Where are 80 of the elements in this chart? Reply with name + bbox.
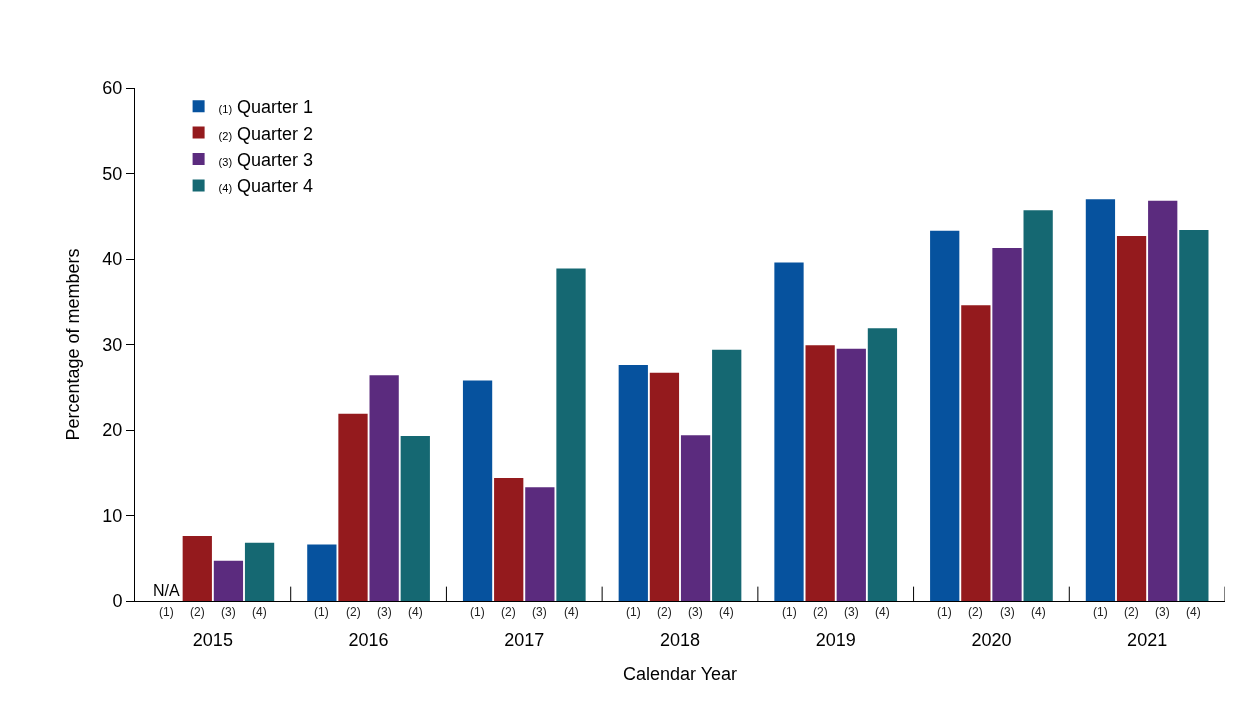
bar bbox=[680, 435, 711, 601]
annotation: N/A bbox=[153, 582, 180, 599]
bar bbox=[930, 230, 960, 601]
text: (4) bbox=[408, 605, 423, 619]
annotation: (4) bbox=[218, 182, 233, 195]
bar bbox=[618, 365, 648, 601]
bar bbox=[1116, 235, 1147, 601]
bar bbox=[712, 349, 742, 601]
x-tick-label: 2016 bbox=[348, 629, 389, 650]
bar bbox=[649, 372, 680, 601]
text: (2) bbox=[968, 605, 983, 619]
text: (4) bbox=[1186, 605, 1201, 619]
bar bbox=[1148, 200, 1178, 601]
text: (2) bbox=[657, 605, 672, 619]
bar bbox=[462, 380, 493, 601]
bar bbox=[836, 348, 866, 601]
annotation: (2) bbox=[218, 129, 233, 142]
text: (2) bbox=[346, 605, 361, 619]
y-tick-label: 60 bbox=[102, 78, 123, 99]
legend-label: Quarter 4 bbox=[237, 176, 314, 197]
bar bbox=[774, 262, 804, 601]
bar bbox=[556, 268, 586, 601]
bar bbox=[1179, 229, 1209, 601]
bar bbox=[1023, 210, 1053, 601]
text: (4) bbox=[252, 605, 267, 619]
legend-label: Quarter 3 bbox=[237, 150, 314, 171]
text: (4) bbox=[1031, 605, 1046, 619]
text: (4) bbox=[719, 605, 734, 619]
text: (3) bbox=[688, 605, 703, 619]
bar bbox=[992, 247, 1022, 601]
text: (4) bbox=[564, 605, 579, 619]
x-tick-label: 2020 bbox=[971, 629, 1012, 650]
bar bbox=[525, 487, 555, 601]
y-axis-title: Percentage of members bbox=[62, 248, 83, 441]
x-tick-label: 2017 bbox=[504, 629, 545, 650]
text: (1) bbox=[159, 605, 174, 619]
bar bbox=[400, 435, 430, 601]
text: (3) bbox=[377, 605, 392, 619]
text: (2) bbox=[813, 605, 828, 619]
text: (1) bbox=[470, 605, 485, 619]
bar bbox=[961, 305, 991, 601]
text: (1) bbox=[1093, 605, 1108, 619]
x-axis-title: Calendar Year bbox=[622, 663, 738, 684]
bar bbox=[244, 542, 275, 601]
text: (3) bbox=[221, 605, 236, 619]
bar bbox=[338, 413, 368, 601]
bar bbox=[307, 544, 337, 601]
text: (1) bbox=[782, 605, 797, 619]
text: (3) bbox=[532, 605, 547, 619]
text: (1) bbox=[314, 605, 329, 619]
bar bbox=[369, 375, 399, 601]
bar bbox=[1085, 199, 1116, 601]
x-tick-label: 2018 bbox=[659, 629, 701, 650]
bar bbox=[494, 477, 524, 601]
bar bbox=[182, 536, 212, 601]
y-tick-label: 10 bbox=[102, 505, 123, 526]
text: (2) bbox=[190, 605, 205, 619]
legend-label: Quarter 1 bbox=[237, 97, 314, 118]
y-tick-label: 0 bbox=[112, 591, 123, 612]
bar bbox=[213, 560, 244, 601]
y-tick-label: 20 bbox=[102, 420, 123, 441]
x-tick-label: 2021 bbox=[1127, 629, 1168, 650]
bar bbox=[805, 345, 835, 601]
text: (2) bbox=[501, 605, 516, 619]
y-tick-label: 30 bbox=[102, 334, 123, 355]
x-tick-label: 2019 bbox=[815, 629, 856, 650]
x-tick-label: 2015 bbox=[192, 629, 233, 650]
y-tick-label: 40 bbox=[102, 249, 123, 270]
annotation: (3) bbox=[218, 156, 233, 169]
bar bbox=[867, 328, 898, 601]
text: (1) bbox=[937, 605, 952, 619]
text: (3) bbox=[1000, 605, 1015, 619]
y-tick-label: 50 bbox=[102, 163, 123, 184]
text: (3) bbox=[1155, 605, 1170, 619]
text: (3) bbox=[844, 605, 859, 619]
text: (2) bbox=[1124, 605, 1139, 619]
text: (4) bbox=[875, 605, 890, 619]
legend-label: Quarter 2 bbox=[237, 123, 314, 144]
text: (1) bbox=[626, 605, 641, 619]
annotation: (1) bbox=[218, 103, 233, 116]
